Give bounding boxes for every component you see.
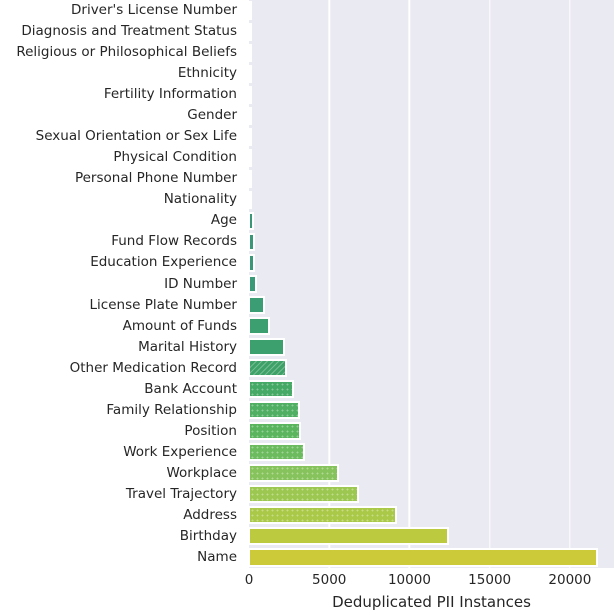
bar — [248, 527, 450, 546]
x-axis-title: Deduplicated PII Instances — [332, 593, 531, 611]
bar — [248, 169, 253, 188]
y-tick-label: License Plate Number — [89, 296, 237, 313]
y-tick-label: Bank Account — [144, 380, 237, 397]
x-tick-label: 15000 — [468, 572, 512, 588]
bar — [248, 1, 252, 20]
y-tick-label: ID Number — [164, 275, 237, 292]
bar — [248, 485, 360, 504]
y-tick-label: Name — [197, 548, 237, 565]
y-tick-label: Amount of Funds — [122, 317, 237, 334]
y-tick-label: Birthday — [179, 527, 237, 544]
y-tick-label: Family Relationship — [106, 401, 237, 418]
bar — [248, 211, 254, 230]
x-axis-tick-labels: 0 5000 10000 15000 20000 — [245, 572, 614, 590]
y-tick-label: Address — [183, 506, 237, 523]
y-tick-label: Workplace — [166, 464, 237, 481]
y-tick-label: Religious or Philosophical Beliefs — [16, 44, 237, 61]
x-tick-label: 10000 — [387, 572, 431, 588]
bar — [248, 85, 252, 104]
y-tick-label: Diagnosis and Treatment Status — [21, 23, 237, 40]
bar — [248, 253, 256, 272]
bar — [248, 443, 305, 462]
y-tick-label: Personal Phone Number — [74, 170, 237, 187]
bar — [248, 106, 252, 125]
bar — [248, 127, 252, 146]
y-tick-label: Age — [210, 212, 237, 229]
bars-layer — [248, 0, 614, 568]
y-axis-tick-labels: Driver's License Number Diagnosis and Tre… — [0, 0, 237, 568]
bar — [248, 317, 271, 336]
y-tick-label: Fund Flow Records — [111, 233, 237, 250]
bar — [248, 232, 255, 251]
bar — [248, 43, 252, 62]
gridline — [408, 0, 411, 568]
y-tick-label: Work Experience — [123, 443, 237, 460]
gridline — [569, 0, 571, 568]
bar — [248, 22, 252, 41]
y-tick-label: Physical Condition — [113, 149, 237, 166]
bar — [248, 464, 340, 483]
bar — [248, 295, 266, 315]
bar — [248, 64, 252, 83]
bar — [248, 506, 397, 525]
y-tick-label: Marital History — [138, 338, 237, 355]
bar — [248, 190, 253, 209]
y-tick-label: Other Medication Record — [69, 359, 237, 376]
gridline — [328, 0, 330, 568]
x-tick-label: 20000 — [548, 572, 592, 588]
y-tick-label: Driver's License Number — [71, 2, 237, 19]
y-tick-label: Ethnicity — [177, 65, 237, 82]
bar — [248, 359, 288, 378]
y-tick-label: Education Experience — [90, 254, 237, 271]
bar — [248, 148, 252, 167]
y-tick-label: Travel Trajectory — [125, 485, 237, 502]
bar — [248, 548, 598, 567]
y-tick-label: Sexual Orientation or Sex Life — [35, 128, 237, 145]
y-tick-label: Gender — [187, 107, 237, 124]
y-tick-label: Position — [184, 422, 237, 439]
bar — [248, 380, 294, 399]
bar — [248, 274, 257, 294]
bar — [248, 338, 285, 357]
x-tick-label: 5000 — [312, 572, 347, 588]
x-tick-label: 0 — [244, 572, 254, 588]
y-tick-label: Fertility Information — [103, 86, 237, 103]
gridline — [488, 0, 491, 568]
plot-area — [248, 0, 614, 568]
bar — [248, 422, 301, 441]
bar — [248, 401, 300, 420]
y-tick-label: Nationality — [163, 191, 237, 208]
